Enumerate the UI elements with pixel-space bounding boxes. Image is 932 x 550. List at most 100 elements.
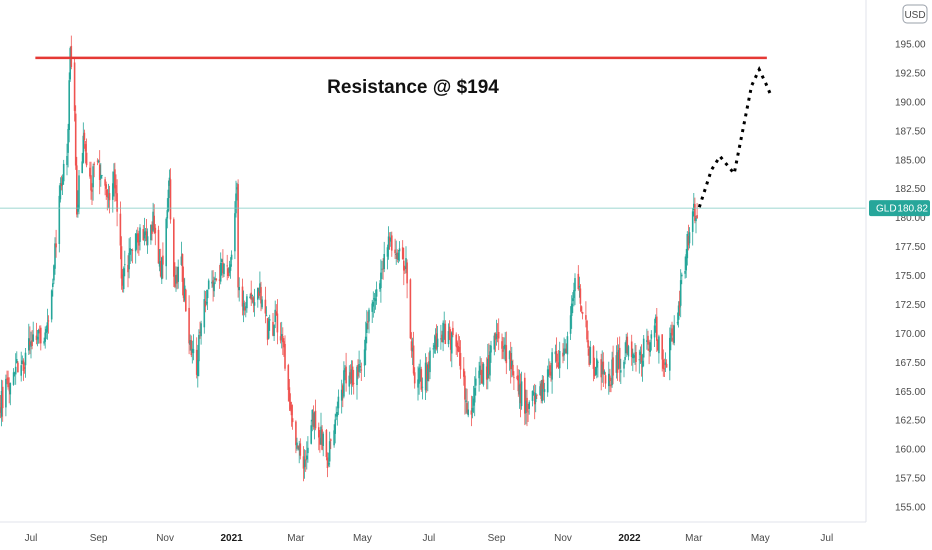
candle[interactable]	[289, 393, 292, 412]
candle[interactable]	[433, 334, 436, 354]
candle[interactable]	[386, 244, 389, 270]
candle[interactable]	[451, 331, 453, 368]
candle[interactable]	[542, 375, 545, 401]
candle[interactable]	[366, 310, 368, 344]
candle[interactable]	[554, 344, 557, 363]
candle[interactable]	[290, 401, 293, 427]
candle[interactable]	[174, 262, 176, 289]
candle[interactable]	[428, 352, 430, 382]
candle[interactable]	[608, 361, 610, 395]
candle[interactable]	[227, 267, 230, 279]
candle[interactable]	[586, 319, 588, 343]
candle[interactable]	[343, 361, 345, 399]
candle[interactable]	[84, 140, 87, 164]
candle[interactable]	[624, 342, 626, 365]
candle[interactable]	[258, 287, 260, 299]
candle[interactable]	[374, 289, 377, 310]
candle[interactable]	[466, 388, 468, 415]
candle[interactable]	[410, 332, 413, 358]
candle[interactable]	[284, 335, 286, 371]
candle[interactable]	[162, 242, 164, 279]
candle[interactable]	[558, 341, 561, 378]
candle[interactable]	[579, 284, 582, 312]
candle[interactable]	[695, 215, 697, 234]
candle[interactable]	[508, 350, 511, 371]
candle[interactable]	[326, 452, 329, 478]
candle[interactable]	[38, 325, 41, 344]
candle[interactable]	[78, 170, 80, 215]
candle[interactable]	[299, 438, 302, 460]
candle[interactable]	[391, 231, 393, 257]
candle[interactable]	[566, 331, 569, 370]
candle[interactable]	[443, 311, 445, 340]
candle[interactable]	[371, 299, 373, 323]
candle[interactable]	[60, 175, 63, 191]
candle[interactable]	[663, 358, 666, 377]
candle[interactable]	[472, 385, 475, 414]
candle[interactable]	[495, 319, 498, 346]
candle[interactable]	[357, 359, 359, 380]
candle[interactable]	[336, 401, 339, 426]
candle[interactable]	[449, 329, 452, 362]
candle[interactable]	[516, 365, 518, 381]
candle[interactable]	[549, 361, 551, 378]
candle[interactable]	[67, 123, 69, 168]
candle[interactable]	[344, 365, 346, 381]
candle[interactable]	[22, 358, 25, 381]
candle[interactable]	[12, 368, 15, 386]
candle[interactable]	[282, 327, 284, 355]
candle[interactable]	[691, 208, 694, 246]
candle[interactable]	[97, 159, 100, 164]
candle[interactable]	[45, 325, 48, 340]
candle[interactable]	[105, 181, 107, 200]
candle[interactable]	[321, 425, 323, 451]
candle[interactable]	[593, 357, 596, 379]
candle[interactable]	[279, 322, 282, 344]
candle[interactable]	[578, 276, 581, 298]
candle[interactable]	[524, 372, 526, 426]
candle[interactable]	[89, 161, 91, 179]
candle[interactable]	[295, 420, 297, 454]
candle[interactable]	[219, 252, 222, 285]
candle[interactable]	[349, 364, 352, 385]
candle[interactable]	[1, 380, 4, 422]
candle[interactable]	[585, 301, 587, 328]
candle[interactable]	[597, 360, 599, 378]
candle[interactable]	[564, 339, 566, 354]
candle[interactable]	[53, 264, 55, 285]
candle[interactable]	[260, 281, 262, 312]
candle[interactable]	[175, 266, 177, 292]
candle[interactable]	[199, 321, 201, 339]
candle[interactable]	[505, 331, 508, 375]
candle[interactable]	[204, 291, 207, 313]
candle[interactable]	[525, 389, 527, 425]
candle[interactable]	[168, 169, 171, 199]
candle[interactable]	[21, 355, 24, 365]
candle[interactable]	[687, 224, 690, 251]
candle[interactable]	[630, 334, 633, 366]
candle[interactable]	[464, 371, 466, 415]
candle[interactable]	[550, 363, 552, 382]
candle[interactable]	[267, 317, 270, 340]
candle[interactable]	[275, 304, 278, 316]
candle[interactable]	[601, 350, 603, 383]
candle[interactable]	[327, 452, 330, 467]
candle[interactable]	[419, 359, 421, 382]
candle[interactable]	[436, 325, 439, 354]
candle[interactable]	[539, 381, 541, 396]
candle[interactable]	[205, 289, 208, 306]
candle[interactable]	[679, 269, 682, 318]
candle[interactable]	[577, 265, 580, 291]
candle[interactable]	[693, 193, 695, 217]
candle[interactable]	[489, 344, 491, 382]
candle[interactable]	[296, 437, 298, 451]
candle[interactable]	[128, 238, 130, 279]
candle[interactable]	[212, 270, 214, 302]
candle[interactable]	[363, 339, 366, 377]
candle[interactable]	[249, 293, 251, 299]
candle[interactable]	[91, 183, 93, 205]
candle[interactable]	[28, 323, 30, 355]
candle[interactable]	[364, 321, 367, 366]
candle[interactable]	[124, 250, 126, 277]
candle[interactable]	[672, 324, 674, 345]
